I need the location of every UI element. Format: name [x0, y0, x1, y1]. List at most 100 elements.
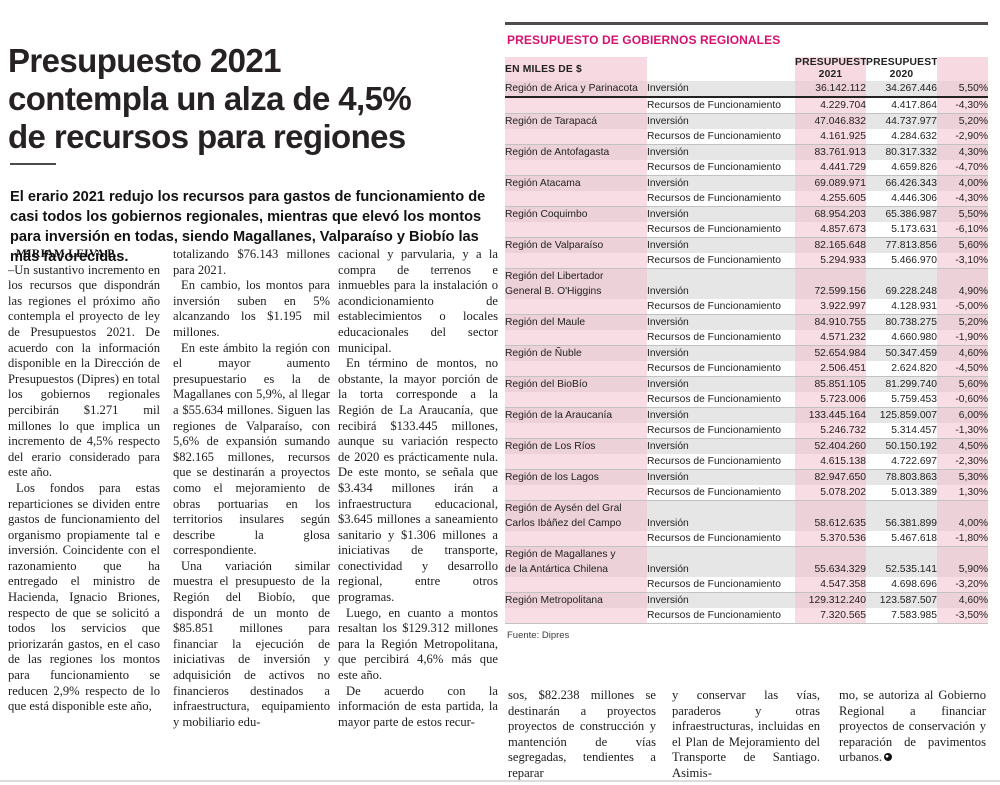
paragraph: De acuerdo con la información de esta pa… [338, 683, 498, 729]
concept-cell: Recursos de Funcionamiento [647, 608, 795, 624]
value-2021-cell [795, 268, 866, 284]
value-2021-cell: 85.851.105 [795, 376, 866, 392]
variation-cell: 4,00% [937, 175, 988, 191]
value-2020-cell: 81.299.740 [866, 376, 937, 392]
value-2021-cell: 68.954.203 [795, 206, 866, 222]
region-cell: Región de Magallanes y [505, 546, 647, 562]
value-2021-cell: 58.612.635 [795, 516, 866, 531]
table-row: Recursos de Funcionamiento 3.922.997 4.1… [505, 299, 988, 315]
concept-cell: Inversión [647, 81, 795, 98]
value-2020-cell: 2.624.820 [866, 361, 937, 377]
value-2021-cell: 5.246.732 [795, 423, 866, 439]
region-cell [505, 577, 647, 593]
variation-cell: 5,60% [937, 237, 988, 253]
paragraph: totalizando $76.143 millones para 2021. [173, 247, 330, 277]
concept-cell: Recursos de Funcionamiento [647, 191, 795, 207]
region-cell [505, 485, 647, 501]
value-2020-cell: 4.659.826 [866, 160, 937, 176]
byline: MIRIAM LEIVA P. [16, 248, 117, 260]
region-cell: Carlos Ibáñez del Campo [505, 516, 647, 531]
variation-cell: 5,60% [937, 376, 988, 392]
variation-cell: -2,30% [937, 454, 988, 470]
paragraph: En cambio, los montos para inversión sub… [173, 278, 330, 339]
variation-cell [937, 268, 988, 284]
table-row: Región de Ñuble Inversión 52.654.984 50.… [505, 345, 988, 361]
table-row: Recursos de Funcionamiento 5.294.933 5.4… [505, 253, 988, 269]
variation-cell: 4,50% [937, 438, 988, 454]
value-2020-cell: 56.381.899 [866, 516, 937, 531]
body-column-1: MIRIAM LEIVA P. –Un sustantivo increment… [8, 247, 160, 715]
value-2020-cell: 123.587.507 [866, 592, 937, 608]
region-cell: Región de Antofagasta [505, 144, 647, 160]
headline: Presupuesto 2021 contempla un alza de 4,… [8, 42, 412, 156]
body-column-5: y conservar las vías, paraderos y otras … [672, 688, 820, 782]
concept-cell: Inversión [647, 175, 795, 191]
concept-header-cell [647, 57, 795, 81]
table-row: Región del BioBío Inversión 85.851.105 8… [505, 376, 988, 392]
variation-cell: -1,90% [937, 330, 988, 346]
value-2020-cell: 4.417.864 [866, 97, 937, 114]
variation-cell: 4,60% [937, 345, 988, 361]
variation-cell: -3,50% [937, 608, 988, 624]
value-2020-cell: 5.314.457 [866, 423, 937, 439]
table-row: Región de Los Ríos Inversión 52.404.260 … [505, 438, 988, 454]
table-row: Recursos de Funcionamiento 7.320.565 7.5… [505, 608, 988, 624]
value-2020-cell: 5.467.618 [866, 531, 937, 547]
concept-cell: Inversión [647, 113, 795, 129]
table-row: de la Antártica Chilena Inversión 55.634… [505, 562, 988, 577]
value-2020-cell: 4.660.980 [866, 330, 937, 346]
paragraph: –Un sustantivo incremento en los recurso… [8, 262, 160, 480]
variation-cell: -6,10% [937, 222, 988, 238]
variation-cell: 5,20% [937, 314, 988, 330]
deck: El erario 2021 redujo los recursos para … [10, 188, 486, 265]
region-cell: Región del Libertador [505, 268, 647, 284]
value-2020-cell: 34.267.446 [866, 81, 937, 98]
table-row: Recursos de Funcionamiento 4.255.605 4.4… [505, 191, 988, 207]
region-cell: Región Metropolitana [505, 592, 647, 608]
value-2020-cell [866, 546, 937, 562]
region-cell [505, 330, 647, 346]
value-2020-cell: 4.446.306 [866, 191, 937, 207]
concept-cell: Inversión [647, 516, 795, 531]
variation-cell: 4,30% [937, 144, 988, 160]
region-cell [505, 160, 647, 176]
paragraph: Los fondos para estas reparticiones se d… [8, 480, 160, 714]
table-row: Región de Arica y Parinacota Inversión 3… [505, 81, 988, 98]
concept-cell: Inversión [647, 438, 795, 454]
table-body: Región de Arica y Parinacota Inversión 3… [505, 81, 988, 624]
region-cell [505, 129, 647, 145]
concept-cell: Recursos de Funcionamiento [647, 330, 795, 346]
variation-cell: -2,90% [937, 129, 988, 145]
value-2020-cell: 5.013.389 [866, 485, 937, 501]
region-cell [505, 253, 647, 269]
unit-header-cell: EN MILES DE $ [505, 57, 647, 81]
value-2021-cell: 83.761.913 [795, 144, 866, 160]
value-2021-cell: 5.078.202 [795, 485, 866, 501]
concept-cell: Recursos de Funcionamiento [647, 97, 795, 114]
paragraph: y conservar las vías, paraderos y otras … [672, 688, 820, 780]
page-bottom-divider [0, 780, 1000, 782]
table-row: Recursos de Funcionamiento 4.615.138 4.7… [505, 454, 988, 470]
concept-cell: Inversión [647, 314, 795, 330]
region-cell: Región de Valparaíso [505, 237, 647, 253]
article-end-icon [884, 753, 893, 762]
table-row: Región del Maule Inversión 84.910.755 80… [505, 314, 988, 330]
concept-cell: Recursos de Funcionamiento [647, 299, 795, 315]
region-cell: Región de Los Ríos [505, 438, 647, 454]
value-2021-cell: 36.142.112 [795, 81, 866, 98]
value-2021-cell: 4.161.925 [795, 129, 866, 145]
variation-cell: -3,20% [937, 577, 988, 593]
value-2021-cell [795, 546, 866, 562]
variation-cell: 5,50% [937, 81, 988, 98]
value-2021-cell: 47.046.832 [795, 113, 866, 129]
concept-cell: Inversión [647, 206, 795, 222]
value-2021-cell: 82.947.650 [795, 469, 866, 485]
region-cell [505, 97, 647, 114]
variation-cell: 4,00% [937, 516, 988, 531]
value-2021-cell: 4.857.673 [795, 222, 866, 238]
value-2020-cell [866, 268, 937, 284]
budget-table: EN MILES DE $ PRESUPUESTO 2021 PRESUPUES… [505, 57, 988, 624]
value-2020-cell: 5.466.970 [866, 253, 937, 269]
concept-cell: Recursos de Funcionamiento [647, 454, 795, 470]
